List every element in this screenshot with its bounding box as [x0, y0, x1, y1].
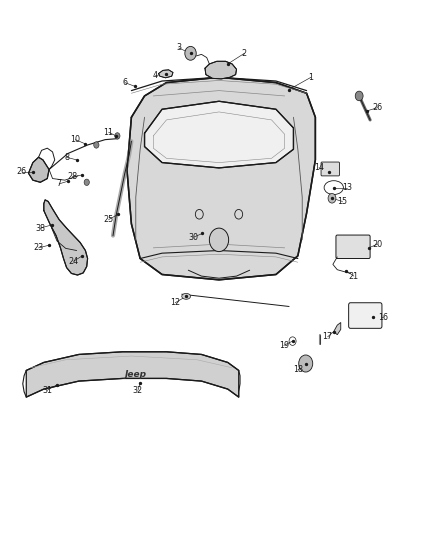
Text: 20: 20	[372, 240, 383, 248]
Polygon shape	[26, 352, 239, 397]
Text: 13: 13	[342, 183, 352, 192]
Text: 21: 21	[349, 272, 359, 280]
Text: 4: 4	[153, 71, 158, 80]
Text: 26: 26	[372, 103, 383, 112]
Text: 3: 3	[176, 44, 181, 52]
Text: 2: 2	[242, 49, 247, 58]
Text: 38: 38	[35, 224, 45, 232]
Text: 19: 19	[279, 341, 289, 350]
Circle shape	[328, 193, 336, 203]
Text: 31: 31	[42, 386, 52, 394]
Text: 23: 23	[33, 244, 44, 252]
Circle shape	[185, 46, 196, 60]
Circle shape	[84, 179, 89, 185]
Text: 15: 15	[337, 197, 348, 206]
FancyBboxPatch shape	[321, 162, 339, 176]
Ellipse shape	[182, 293, 191, 300]
Text: 28: 28	[67, 173, 78, 181]
Text: 7: 7	[57, 180, 62, 188]
Polygon shape	[205, 61, 237, 79]
Text: 30: 30	[189, 233, 198, 241]
Text: Jeep: Jeep	[125, 370, 147, 378]
Polygon shape	[44, 200, 88, 275]
Text: 26: 26	[17, 167, 27, 176]
Circle shape	[299, 355, 313, 372]
Text: 8: 8	[64, 153, 69, 161]
Polygon shape	[145, 101, 293, 168]
Text: 14: 14	[314, 164, 324, 172]
Circle shape	[209, 228, 229, 252]
Circle shape	[94, 142, 99, 148]
Circle shape	[115, 133, 120, 139]
Polygon shape	[28, 157, 49, 182]
Text: 32: 32	[133, 386, 143, 394]
Polygon shape	[127, 77, 315, 280]
Text: 24: 24	[68, 257, 79, 265]
FancyBboxPatch shape	[349, 303, 382, 328]
Text: 10: 10	[71, 135, 80, 144]
Text: 6: 6	[122, 78, 127, 87]
Text: 12: 12	[170, 298, 180, 307]
Text: 17: 17	[322, 333, 333, 341]
Text: 1: 1	[308, 73, 314, 82]
FancyBboxPatch shape	[336, 235, 370, 259]
Polygon shape	[159, 70, 173, 78]
Text: 18: 18	[293, 366, 303, 374]
Polygon shape	[334, 322, 341, 335]
Text: 25: 25	[103, 215, 114, 224]
Text: 11: 11	[104, 128, 113, 136]
Circle shape	[355, 91, 363, 101]
Text: 16: 16	[378, 313, 388, 321]
